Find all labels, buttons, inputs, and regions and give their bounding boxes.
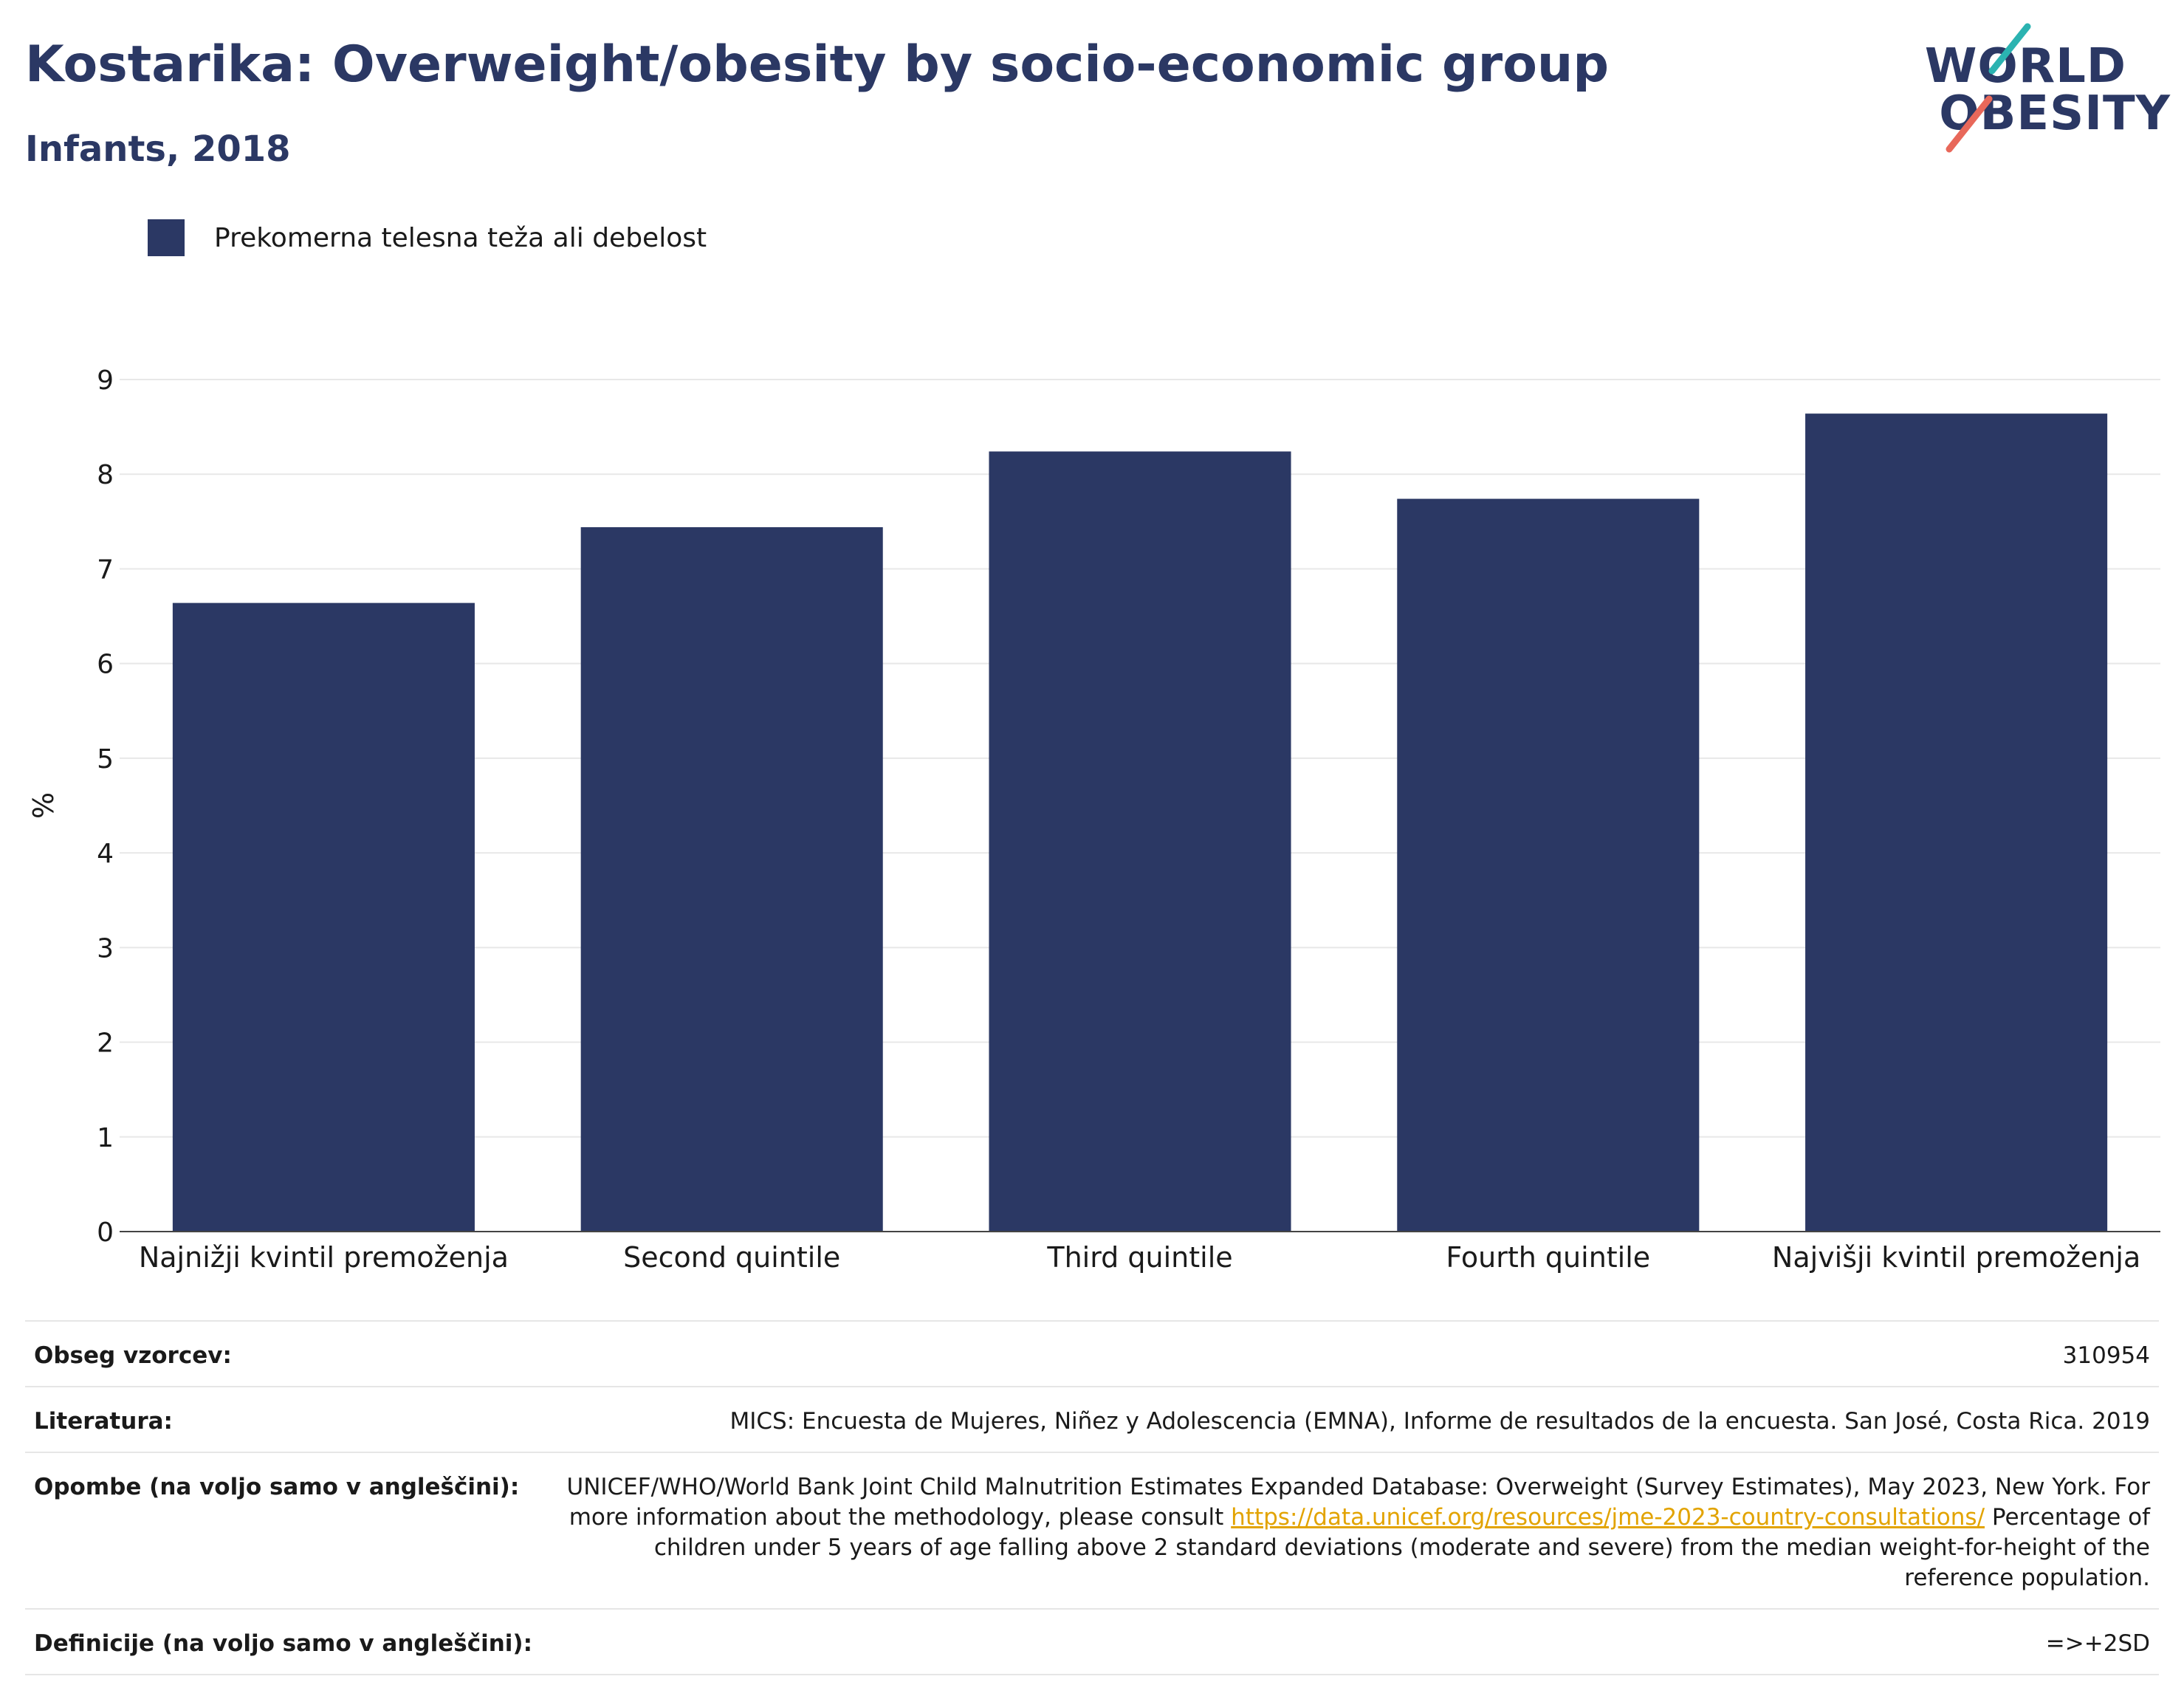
y-tick-label: 4 [97, 839, 114, 869]
notes-text-after: Percentage of children under 5 years of … [653, 1504, 2150, 1591]
methodology-link[interactable]: https://data.unicef.org/resources/jme-20… [1231, 1504, 1985, 1531]
x-tick-label: Najvišji kvintil premoženja [1772, 1241, 2140, 1274]
info-label: Definicije (na voljo samo v angleščini): [34, 1630, 532, 1657]
x-tick-label: Second quintile [623, 1241, 840, 1274]
notes-text-before: UNICEF/WHO/World Bank Joint Child Malnut… [566, 1474, 2151, 1531]
info-value: UNICEF/WHO/World Bank Joint Child Malnut… [549, 1472, 2151, 1593]
y-tick-label: 9 [97, 365, 114, 396]
x-tick-label: Fourth quintile [1446, 1241, 1650, 1274]
x-tick-label: Third quintile [1046, 1241, 1232, 1274]
info-row-sample-size: Obseg vzorcev: 310954 [25, 1320, 2159, 1386]
chart-subtitle: Infants, 2018 [25, 128, 291, 170]
info-row-notes: Opombe (na voljo samo v angleščini): UNI… [25, 1452, 2159, 1608]
chart-title: Kostarika: Overweight/obesity by socio-e… [25, 35, 1610, 94]
y-tick-label: 1 [97, 1123, 114, 1153]
legend: Prekomerna telesna teža ali debelost [148, 219, 707, 257]
info-table: Obseg vzorcev: 310954 Literatura: MICS: … [25, 1320, 2159, 1675]
info-row-literature: Literatura: MICS: Encuesta de Mujeres, N… [25, 1386, 2159, 1452]
bar [1805, 413, 2108, 1232]
logo-slash-icon [1946, 23, 2031, 153]
info-label: Literatura: [34, 1408, 173, 1435]
legend-label: Prekomerna telesna teža ali debelost [214, 222, 707, 253]
bar [172, 602, 475, 1232]
bar [580, 527, 883, 1232]
y-tick-label: 7 [97, 555, 114, 585]
bar-chart: 0 1 2 3 4 5 6 7 8 9% Najnižji kvintil premoženja Se… [27, 365, 2160, 1274]
logo-text-world: WORLD [1924, 39, 2126, 94]
y-axis-label: % [27, 792, 60, 819]
world-obesity-logo: WORLD OBESITY [1920, 22, 2171, 155]
info-value: 310954 [2062, 1342, 2150, 1369]
legend-swatch [148, 219, 185, 256]
y-tick-label: 5 [97, 744, 114, 775]
info-label: Obseg vzorcev: [34, 1342, 232, 1369]
y-tick-label: 8 [97, 460, 114, 490]
y-tick-label: 2 [97, 1029, 114, 1059]
y-tick-label: 6 [97, 650, 114, 680]
y-tick-label: 0 [97, 1218, 114, 1248]
info-row-definitions: Definicije (na voljo samo v angleščini):… [25, 1608, 2159, 1675]
bar [989, 451, 1291, 1232]
y-tick-label: 3 [97, 933, 114, 964]
x-tick-label: Najnižji kvintil premoženja [139, 1241, 509, 1274]
info-value: MICS: Encuesta de Mujeres, Niñez y Adole… [729, 1408, 2150, 1435]
bar [1397, 498, 1700, 1232]
info-value: =>+2SD [2045, 1630, 2150, 1657]
info-label: Opombe (na voljo samo v angleščini): [34, 1474, 520, 1500]
